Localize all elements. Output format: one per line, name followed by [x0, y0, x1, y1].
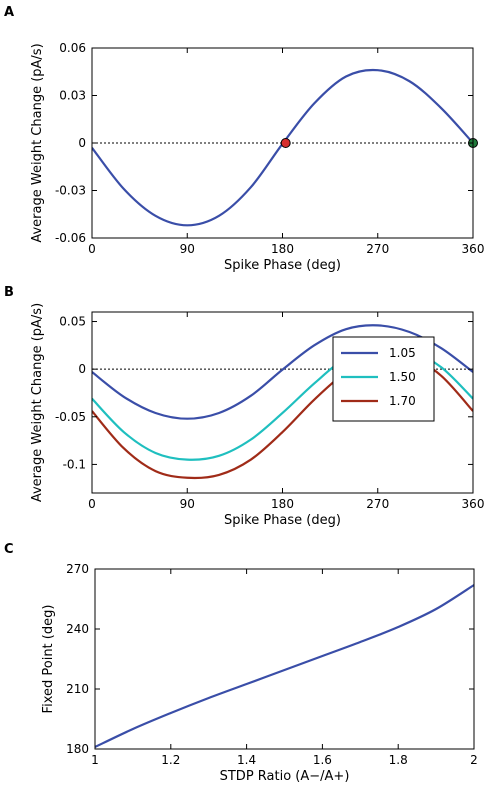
x-tick-label: 270 [366, 242, 389, 256]
y-tick-label: 0 [78, 362, 86, 376]
x-axis-label: Spike Phase (deg) [224, 258, 341, 273]
x-tick-label: 2 [470, 753, 478, 767]
x-tick-label: 1.4 [237, 753, 256, 767]
x-tick-label: 360 [462, 497, 485, 511]
legend-box [332, 336, 435, 422]
y-tick-label: 0 [78, 136, 86, 150]
unstable-fixed-point-marker [280, 138, 291, 148]
y-tick-label: 240 [66, 622, 89, 636]
y-tick-label: -0.05 [55, 410, 86, 424]
x-tick-label: 0 [88, 497, 96, 511]
x-tick-label: 0 [88, 242, 96, 256]
series-line-1 [92, 68, 473, 227]
x-tick-label: 180 [271, 497, 294, 511]
y-tick-label: -0.1 [63, 457, 86, 471]
y-tick-label: -0.06 [55, 231, 86, 245]
y-axis-label: Average Weight Change (pA/s) [30, 303, 45, 502]
y-tick-label: 210 [66, 682, 89, 696]
legend: 1.05 1.50 1.70 [332, 336, 435, 422]
panel-letter-b: B [4, 285, 14, 300]
x-axis-label: Spike Phase (deg) [224, 513, 341, 528]
chart-panel-a: 0 90 180 270 360 0.06 0.03 0 -0.03 -0.06 Spike Pha… [30, 41, 484, 273]
panel-letter-c: C [4, 542, 14, 557]
series-line-1 [95, 584, 474, 748]
y-axis-label: Average Weight Change (pA/s) [30, 43, 45, 242]
x-tick-label: 1.8 [389, 753, 408, 767]
x-tick-label: 90 [180, 242, 195, 256]
y-tick-label: 0.05 [59, 315, 86, 329]
x-tick-label: 90 [180, 497, 195, 511]
legend-label: 1.70 [389, 394, 416, 408]
x-tick-label: 270 [366, 497, 389, 511]
y-tick-label: 0.06 [59, 41, 86, 55]
x-tick-label: 1 [91, 753, 99, 767]
series-line-1.05 [92, 324, 473, 420]
legend-label: 1.50 [389, 370, 416, 384]
x-tick-label: 1.2 [161, 753, 180, 767]
y-tick-label: 180 [66, 742, 89, 756]
x-axis-label: STDP Ratio (A−/A+) [220, 769, 350, 784]
x-tick-label: 360 [462, 242, 485, 256]
y-tick-label: 270 [66, 562, 89, 576]
y-axis-label: Fixed Point (deg) [41, 605, 56, 714]
plot-frame [94, 568, 475, 750]
panel-letter-a: A [4, 5, 14, 20]
y-tick-label: -0.03 [55, 184, 86, 198]
x-tick-label: 1.6 [313, 753, 332, 767]
chart-panel-b: 0 90 180 270 360 0.05 0 -0.05 -0.1 Spike Phase (d… [30, 303, 484, 528]
legend-label: 1.05 [389, 346, 416, 360]
chart-panel-c: 1 1.2 1.4 1.6 1.8 2 270 240 210 180 STDP Ratio (A−… [41, 562, 478, 784]
x-tick-label: 180 [271, 242, 294, 256]
y-tick-label: 0.03 [59, 89, 86, 103]
